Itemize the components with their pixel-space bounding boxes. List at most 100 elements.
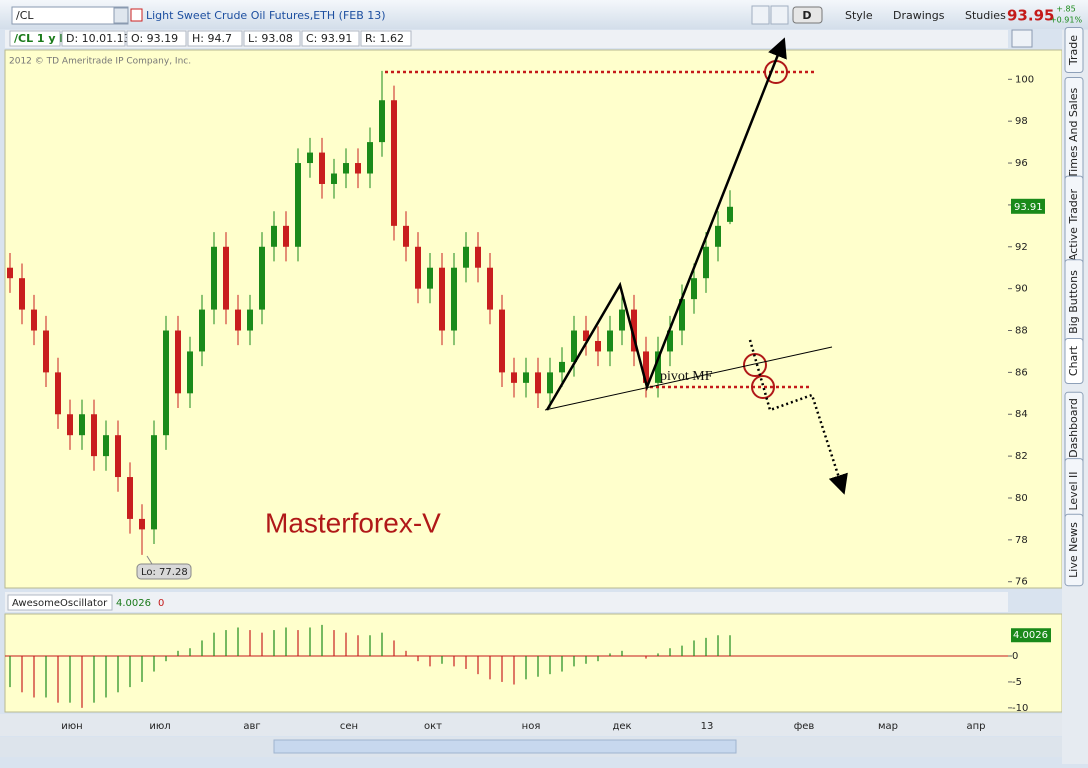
info-item: D: 10.01.13	[66, 32, 131, 45]
candle-body	[703, 246, 709, 279]
candle-body	[163, 330, 169, 436]
candle-body	[631, 309, 637, 352]
study-name-box	[7, 594, 113, 611]
candle-body	[79, 414, 85, 436]
candle-body	[499, 309, 505, 373]
candle-body	[343, 163, 349, 174]
candle-body	[559, 361, 565, 373]
trend-line	[544, 346, 833, 411]
side-tab-label[interactable]: Chart	[1067, 345, 1080, 376]
y-tick-label: 98	[1015, 116, 1028, 127]
y-tick-label: 78	[1015, 535, 1028, 546]
side-tab[interactable]	[1064, 513, 1084, 587]
side-tab-label[interactable]: Trade	[1067, 35, 1080, 66]
side-tab[interactable]	[1064, 27, 1084, 73]
candle-body	[355, 163, 361, 174]
candle-body	[223, 246, 229, 310]
candle-body	[679, 299, 685, 331]
last-label-box	[1011, 628, 1051, 643]
side-tab-label[interactable]: Active Trader	[1067, 188, 1080, 261]
candle-body	[595, 340, 601, 352]
study-header	[5, 592, 1008, 612]
tool-icon[interactable]	[770, 5, 789, 25]
side-tab-label[interactable]: Big Buttons	[1067, 270, 1080, 334]
candle-body	[115, 435, 121, 478]
candle-body	[151, 435, 157, 530]
y-tick-label: 76	[1015, 577, 1028, 588]
candle-body	[391, 100, 397, 226]
time-label: авг	[243, 721, 260, 732]
side-tab-label[interactable]: Dashboard	[1067, 398, 1080, 458]
time-axis	[0, 714, 1062, 736]
candle-body	[367, 142, 373, 174]
candle-body	[727, 206, 733, 222]
scroll-thumb[interactable]	[273, 739, 737, 754]
symbol-icon	[130, 8, 143, 22]
candle-body	[715, 225, 721, 247]
candle-body	[643, 351, 649, 383]
candle-body	[19, 278, 25, 310]
y-tick-label: 88	[1015, 326, 1028, 337]
style-button[interactable]: Style	[845, 9, 873, 22]
info-item: O: 93.19	[131, 32, 178, 45]
candle-body	[583, 330, 589, 341]
candle-body	[271, 225, 277, 247]
side-tab-label[interactable]: Live News	[1067, 522, 1080, 578]
y-tick-label: -10	[1012, 703, 1028, 714]
candle-body	[259, 246, 265, 310]
aggregation[interactable]: D	[802, 9, 811, 22]
time-label: апр	[966, 721, 985, 732]
candle-body	[691, 278, 697, 300]
info-cell	[187, 30, 243, 47]
candle-body	[295, 163, 301, 247]
info-item: R: 1.62	[365, 32, 404, 45]
candle-body	[427, 267, 433, 289]
info-cell	[360, 30, 412, 47]
info-cell	[9, 30, 61, 47]
study-name: AwesomeOscillator	[12, 598, 108, 609]
candle-body	[451, 267, 457, 331]
y-tick-label: 100	[1015, 74, 1034, 85]
candle-body	[331, 173, 337, 184]
symbol[interactable]: /CL	[16, 9, 34, 22]
panel-button[interactable]	[1011, 29, 1033, 48]
symbol-dropdown[interactable]	[113, 7, 129, 24]
pivot-text: pivot MF	[660, 369, 713, 384]
y-tick-label: 82	[1015, 451, 1028, 462]
tool-icon[interactable]	[751, 5, 770, 25]
candle-body	[439, 267, 445, 331]
toolbar	[0, 0, 1088, 29]
info-item: C: 93.91	[306, 32, 352, 45]
last-price: 93.95	[1007, 7, 1054, 25]
drawings-button[interactable]: Drawings	[893, 9, 945, 22]
candle-body	[91, 414, 97, 457]
info-cell	[61, 30, 126, 47]
candle-body	[127, 477, 133, 519]
studies-button[interactable]: Studies	[965, 9, 1006, 22]
time-label: ноя	[522, 721, 541, 732]
candle-body	[463, 246, 469, 268]
candle-body	[199, 309, 205, 352]
brand-text: Masterforex-V	[265, 507, 441, 538]
side-tab[interactable]	[1064, 338, 1084, 384]
time-label: июн	[61, 721, 82, 732]
side-tab-label[interactable]: Times And Sales	[1067, 88, 1080, 180]
candle-body	[283, 225, 289, 247]
candle-body	[511, 372, 517, 383]
aggregation-button[interactable]	[792, 6, 823, 24]
time-label: мар	[878, 721, 898, 732]
study-panel	[4, 613, 1063, 713]
time-label: июл	[149, 721, 170, 732]
candle-body	[535, 372, 541, 394]
candle-body	[319, 152, 325, 184]
last-label: 93.91	[1014, 202, 1043, 213]
y-tick-label: -5	[1012, 677, 1022, 688]
side-tab-label[interactable]: Level II	[1067, 471, 1080, 510]
candle-body	[31, 309, 37, 331]
y-tick-label: 86	[1015, 367, 1028, 378]
info-item: /CL 1 y D	[14, 32, 69, 45]
candle-body	[571, 330, 577, 362]
low-label-box	[136, 563, 192, 580]
last-label-box	[1011, 198, 1045, 214]
